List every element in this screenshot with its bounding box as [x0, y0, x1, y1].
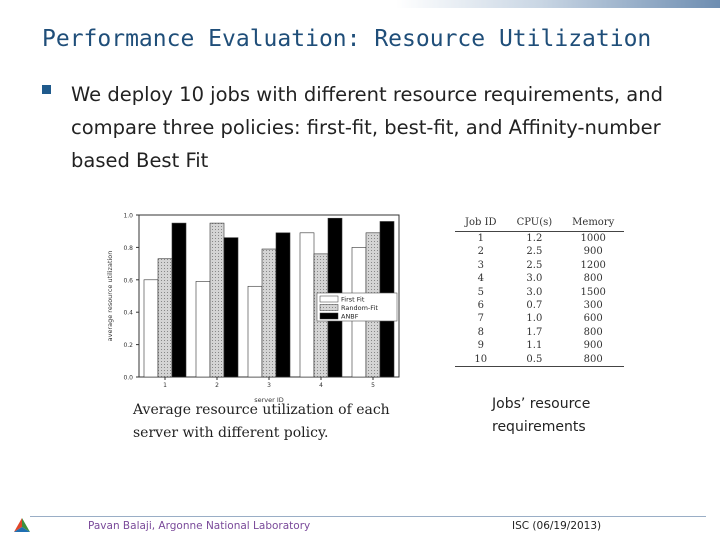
first-fit-bar — [247, 285, 263, 378]
bullet-text: We deploy 10 jobs with different resourc… — [71, 83, 663, 172]
first-fit-bar — [143, 279, 159, 378]
table-cell: 5 — [477, 286, 484, 298]
table-cell: 800 — [583, 326, 603, 338]
table-cell: 3.0 — [526, 286, 543, 298]
table-cell: 4 — [477, 273, 484, 285]
random-fit-bar — [209, 222, 225, 378]
legend-label: ANBF — [341, 313, 359, 321]
table-caption: Jobs’ resource requirements — [492, 396, 591, 435]
utilization-bar-chart: 0.0 0.2 0.4 0.6 0.8 1.0 average resource utili… — [106, 213, 400, 404]
x-tick-label: 2 — [215, 382, 219, 389]
x-tick-label: 3 — [267, 382, 271, 389]
jobs-table-header: Job ID CPU(s) Memory — [455, 215, 625, 232]
table-cell: 1200 — [580, 259, 606, 271]
argonne-logo-icon — [14, 518, 30, 532]
y-tick-label: 0.0 — [123, 375, 133, 382]
table-cell: 1500 — [580, 286, 606, 298]
footer-venue: ISC (06/19/2013) — [512, 520, 602, 532]
footer-author: Pavan Balaji, Argonne National Laborator… — [88, 520, 311, 532]
y-tick-label: 1.0 — [123, 213, 133, 220]
table-cell: 2 — [477, 246, 484, 258]
table-row: 7 1.0 600 — [455, 312, 624, 325]
table-cell: 0.5 — [506, 352, 563, 368]
jobs-header-cell: Job ID — [455, 215, 507, 232]
table-cell: 900 — [583, 246, 603, 258]
table-cell: 1 — [477, 233, 484, 244]
table-row: 2 2.5 900 — [455, 245, 624, 258]
x-tick-label: 4 — [319, 382, 323, 389]
table-cell: 2.5 — [526, 259, 543, 271]
legend-label: First Fit — [341, 296, 365, 304]
table-cell: 10 — [455, 352, 507, 368]
y-tick-label: 0.4 — [123, 310, 133, 317]
top-accent-bar — [0, 0, 720, 8]
table-row: 9 1.1 900 — [455, 339, 624, 352]
table-cell: 1.7 — [526, 326, 543, 338]
table-cell: 600 — [583, 313, 603, 325]
table-cell: 2.5 — [526, 246, 543, 258]
legend-label: Random-Fit — [341, 304, 378, 312]
first-fit-bar — [299, 232, 315, 378]
anbf-bar — [223, 237, 239, 378]
jobs-header-cell: Memory — [562, 215, 625, 232]
x-tick-label: 1 — [163, 382, 167, 389]
table-row: 10 0.5 800 — [455, 352, 625, 368]
footer-divider — [30, 516, 706, 517]
table-cell: 1.0 — [526, 313, 543, 325]
table-row: 4 3.0 800 — [455, 272, 624, 285]
first-fit-bar — [195, 281, 211, 378]
table-cell: 7 — [477, 313, 484, 325]
legend-swatch — [319, 312, 339, 320]
jobs-header-cell: CPU(s) — [506, 215, 563, 232]
x-tick-label: 5 — [371, 382, 375, 389]
table-cell: 1.2 — [526, 233, 543, 244]
bullet-square-icon — [42, 85, 51, 94]
bullet-point: We deploy 10 jobs with different resourc… — [42, 78, 682, 177]
x-axis-label: server ID — [254, 396, 284, 404]
table-row: 6 0.7 300 — [455, 299, 624, 312]
y-tick-label: 0.8 — [123, 245, 133, 252]
table-cell: 3.0 — [526, 273, 543, 285]
chart-caption: Average resource utilization of each ser… — [133, 402, 390, 441]
table-row: 8 1.7 800 — [455, 326, 624, 339]
random-fit-bar — [157, 258, 173, 378]
jobs-table: Job ID CPU(s) Memory 1 1.2 1000 2 2.5 900 3 2.5 12… — [455, 215, 625, 368]
y-tick-label: 0.2 — [123, 342, 133, 349]
table-cell: 1000 — [580, 233, 606, 244]
table-cell: 0.7 — [526, 300, 543, 312]
table-row: 5 3.0 1500 — [455, 286, 624, 299]
anbf-bar — [275, 232, 291, 378]
table-cell: 800 — [562, 352, 625, 368]
table-cell: 3 — [477, 259, 484, 271]
table-cell: 6 — [477, 300, 484, 312]
slide-title: Performance Evaluation: Resource Utiliza… — [42, 26, 652, 52]
legend-swatch — [319, 304, 339, 311]
y-axis-label: average resource utilization — [106, 251, 114, 342]
table-cell: 8 — [477, 326, 484, 338]
table-row: 3 2.5 1200 — [455, 259, 624, 272]
table-cell: 1.1 — [526, 340, 543, 352]
table-cell: 900 — [583, 340, 603, 352]
legend-swatch — [319, 295, 339, 303]
random-fit-bar — [261, 248, 277, 378]
table-cell: 9 — [477, 340, 484, 352]
table-row: 1 1.2 1000 — [455, 232, 624, 246]
y-tick-label: 0.6 — [123, 277, 133, 284]
table-cell: 300 — [583, 300, 603, 312]
table-cell: 800 — [583, 273, 603, 285]
anbf-bar — [171, 222, 187, 378]
